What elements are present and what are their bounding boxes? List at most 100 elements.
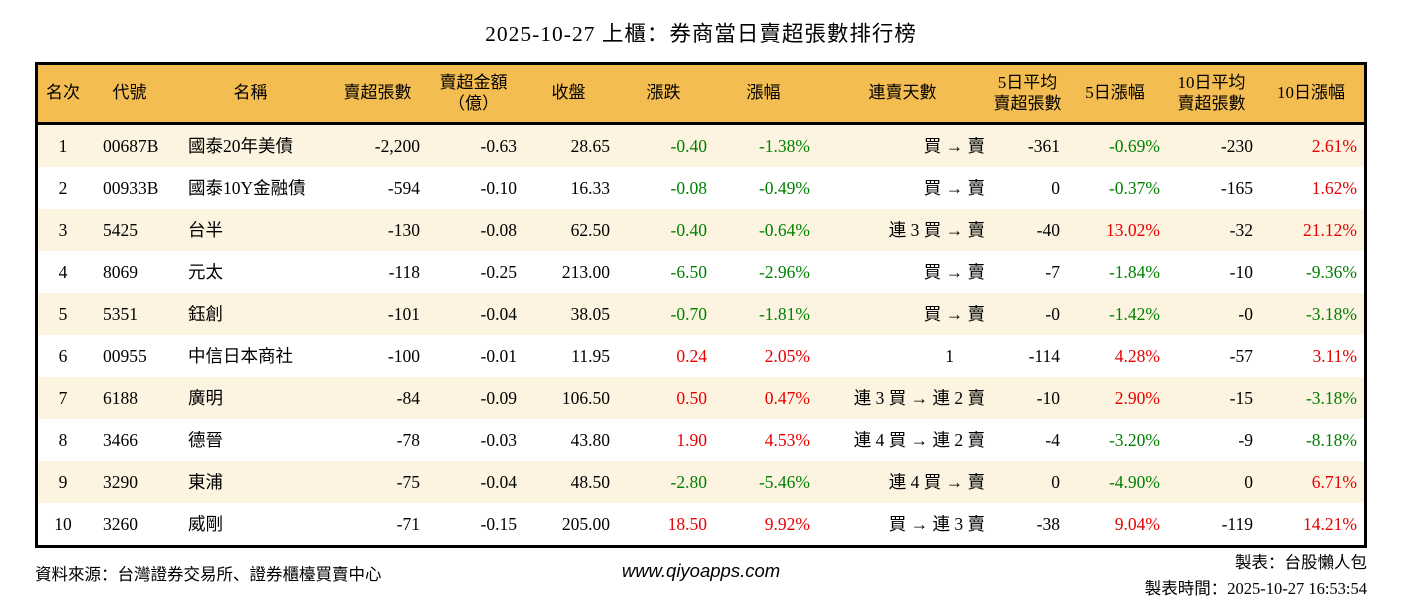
cell-pct10: -8.18% <box>1305 430 1357 450</box>
cell-rank: 8 <box>58 430 68 450</box>
footer: 資料來源：台灣證券交易所、證券櫃檯買賣中心 www.qiyoapps.com 製… <box>35 548 1367 608</box>
column-header-amount: 賣超金額 （億） <box>439 73 508 113</box>
cell-avg10: -9 <box>1238 430 1253 450</box>
cell-avg10: -10 <box>1229 262 1253 282</box>
cell-pct5: -3.20% <box>1108 430 1160 450</box>
cell-name: 鈺創 <box>188 304 223 324</box>
cell-code: 5425 <box>103 220 138 240</box>
cell-net_sell: -78 <box>396 430 420 450</box>
cell-rank: 3 <box>58 220 68 240</box>
cell-change_pct: -0.49% <box>758 178 810 198</box>
column-header-pct10: 10日漲幅 <box>1277 83 1345 103</box>
cell-change: -0.70 <box>670 304 707 324</box>
cell-amount: -0.10 <box>480 178 517 198</box>
column-header-net_sell: 賣超張數 <box>343 83 412 103</box>
cell-name: 國泰10Y金融債 <box>188 178 306 198</box>
cell-streak: 1 <box>945 346 954 366</box>
cell-avg5: 0 <box>1051 178 1060 198</box>
cell-amount: -0.15 <box>480 514 517 534</box>
cell-name: 台半 <box>188 220 223 240</box>
cell-pct10: 3.11% <box>1312 346 1357 366</box>
column-header-change_pct: 漲幅 <box>746 83 781 103</box>
cell-net_sell: -101 <box>387 304 420 324</box>
cell-streak: 連 4 買 → 賣 <box>888 472 985 492</box>
cell-close: 48.50 <box>570 472 610 492</box>
cell-streak: 連 3 買 → 賣 <box>888 220 985 240</box>
cell-avg5: 0 <box>1051 472 1060 492</box>
cell-change: 0.24 <box>676 346 707 366</box>
cell-change: -2.80 <box>670 472 707 492</box>
cell-pct5: -1.42% <box>1108 304 1160 324</box>
table-header-row: 名次 代號 名稱 賣超張數 賣超金額 （億） 收盤 漲跌 漲幅 連賣天數 5日平均 賣超張數 5日漲… <box>38 65 1364 125</box>
cell-rank: 6 <box>58 346 68 366</box>
cell-net_sell: -100 <box>387 346 420 366</box>
column-header-avg10: 10日平均 賣超張數 <box>1177 73 1246 113</box>
ranking-table: 名次 代號 名稱 賣超張數 賣超金額 （億） 收盤 漲跌 漲幅 連賣天數 5日平均 賣超張數 5日漲… <box>35 62 1367 548</box>
cell-avg5: -361 <box>1027 136 1060 156</box>
cell-amount: -0.04 <box>480 472 517 492</box>
cell-streak: 連 3 買 → 連 2 賣 <box>853 388 985 408</box>
cell-avg10: -15 <box>1229 388 1253 408</box>
cell-close: 11.95 <box>571 346 610 366</box>
cell-pct10: -3.18% <box>1305 304 1357 324</box>
data-source-label: 資料來源：台灣證券交易所、證券櫃檯買賣中心 <box>35 565 382 584</box>
cell-change_pct: 0.47% <box>764 388 810 408</box>
cell-avg5: -38 <box>1036 514 1060 534</box>
cell-pct5: 2.90% <box>1114 388 1160 408</box>
cell-change_pct: -1.38% <box>758 136 810 156</box>
cell-amount: -0.25 <box>480 262 517 282</box>
cell-name: 威剛 <box>188 514 223 534</box>
cell-change_pct: 9.92% <box>764 514 810 534</box>
cell-pct5: -0.37% <box>1108 178 1160 198</box>
cell-code: 3260 <box>103 514 138 534</box>
cell-close: 16.33 <box>570 178 610 198</box>
cell-close: 62.50 <box>570 220 610 240</box>
cell-net_sell: -118 <box>388 262 420 282</box>
cell-rank: 5 <box>58 304 68 324</box>
cell-streak: 買 → 賣 <box>923 136 985 156</box>
table-row: 5 5351 鈺創 -101 -0.04 38.05 -0.70 -1.81% 買 → 賣 -0 -… <box>38 293 1364 335</box>
cell-pct5: -1.84% <box>1108 262 1160 282</box>
cell-code: 00687B <box>103 136 159 156</box>
cell-change_pct: -1.81% <box>758 304 810 324</box>
cell-close: 38.05 <box>570 304 610 324</box>
cell-amount: -0.63 <box>480 136 517 156</box>
cell-close: 43.80 <box>570 430 610 450</box>
cell-change_pct: 4.53% <box>764 430 810 450</box>
cell-change_pct: -5.46% <box>758 472 810 492</box>
table-row: 4 8069 元太 -118 -0.25 213.00 -6.50 -2.96% 買 → 賣 -7… <box>38 251 1364 293</box>
table-row: 3 5425 台半 -130 -0.08 62.50 -0.40 -0.64% 連 3 買 → … <box>38 209 1364 251</box>
cell-streak: 買 → 賣 <box>923 178 985 198</box>
cell-pct10: 14.21% <box>1303 514 1357 534</box>
cell-pct10: -3.18% <box>1305 388 1357 408</box>
cell-change: -6.50 <box>670 262 707 282</box>
table-row: 9 3290 東浦 -75 -0.04 48.50 -2.80 -5.46% 連 4 買 → 賣… <box>38 461 1364 503</box>
cell-close: 213.00 <box>561 262 610 282</box>
cell-avg5: -10 <box>1036 388 1060 408</box>
cell-avg10: -32 <box>1229 220 1253 240</box>
cell-change: 1.90 <box>676 430 707 450</box>
cell-rank: 2 <box>58 178 68 198</box>
cell-avg5: -4 <box>1045 430 1060 450</box>
cell-code: 3290 <box>103 472 138 492</box>
cell-code: 8069 <box>103 262 138 282</box>
cell-avg10: 0 <box>1244 472 1253 492</box>
cell-code: 6188 <box>103 388 138 408</box>
cell-amount: -0.03 <box>480 430 517 450</box>
column-header-name: 名稱 <box>233 83 268 103</box>
column-header-code: 代號 <box>112 83 147 103</box>
cell-change: -0.40 <box>670 136 707 156</box>
cell-rank: 10 <box>54 514 72 534</box>
cell-net_sell: -75 <box>396 472 420 492</box>
cell-pct5: -0.69% <box>1108 136 1160 156</box>
cell-amount: -0.01 <box>480 346 517 366</box>
cell-net_sell: -71 <box>396 514 420 534</box>
cell-change: 18.50 <box>667 514 707 534</box>
table-row: 8 3466 德晉 -78 -0.03 43.80 1.90 4.53% 連 4 買 → 連 2… <box>38 419 1364 461</box>
cell-code: 00933B <box>103 178 159 198</box>
cell-code: 5351 <box>103 304 138 324</box>
column-header-close: 收盤 <box>551 83 586 103</box>
cell-avg10: -230 <box>1220 136 1253 156</box>
cell-amount: -0.04 <box>480 304 517 324</box>
